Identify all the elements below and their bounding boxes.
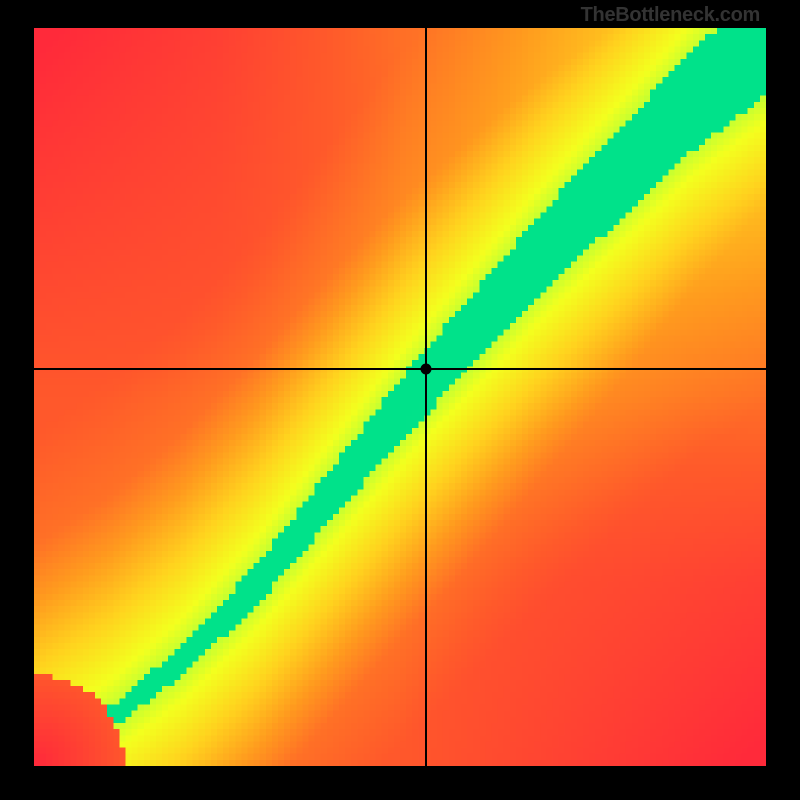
plot-frame xyxy=(34,28,766,766)
crosshair-vertical xyxy=(425,28,427,766)
crosshair-horizontal xyxy=(34,368,766,370)
watermark-text: TheBottleneck.com xyxy=(581,4,760,27)
heatmap-canvas xyxy=(34,28,766,766)
marker-dot xyxy=(421,363,432,374)
